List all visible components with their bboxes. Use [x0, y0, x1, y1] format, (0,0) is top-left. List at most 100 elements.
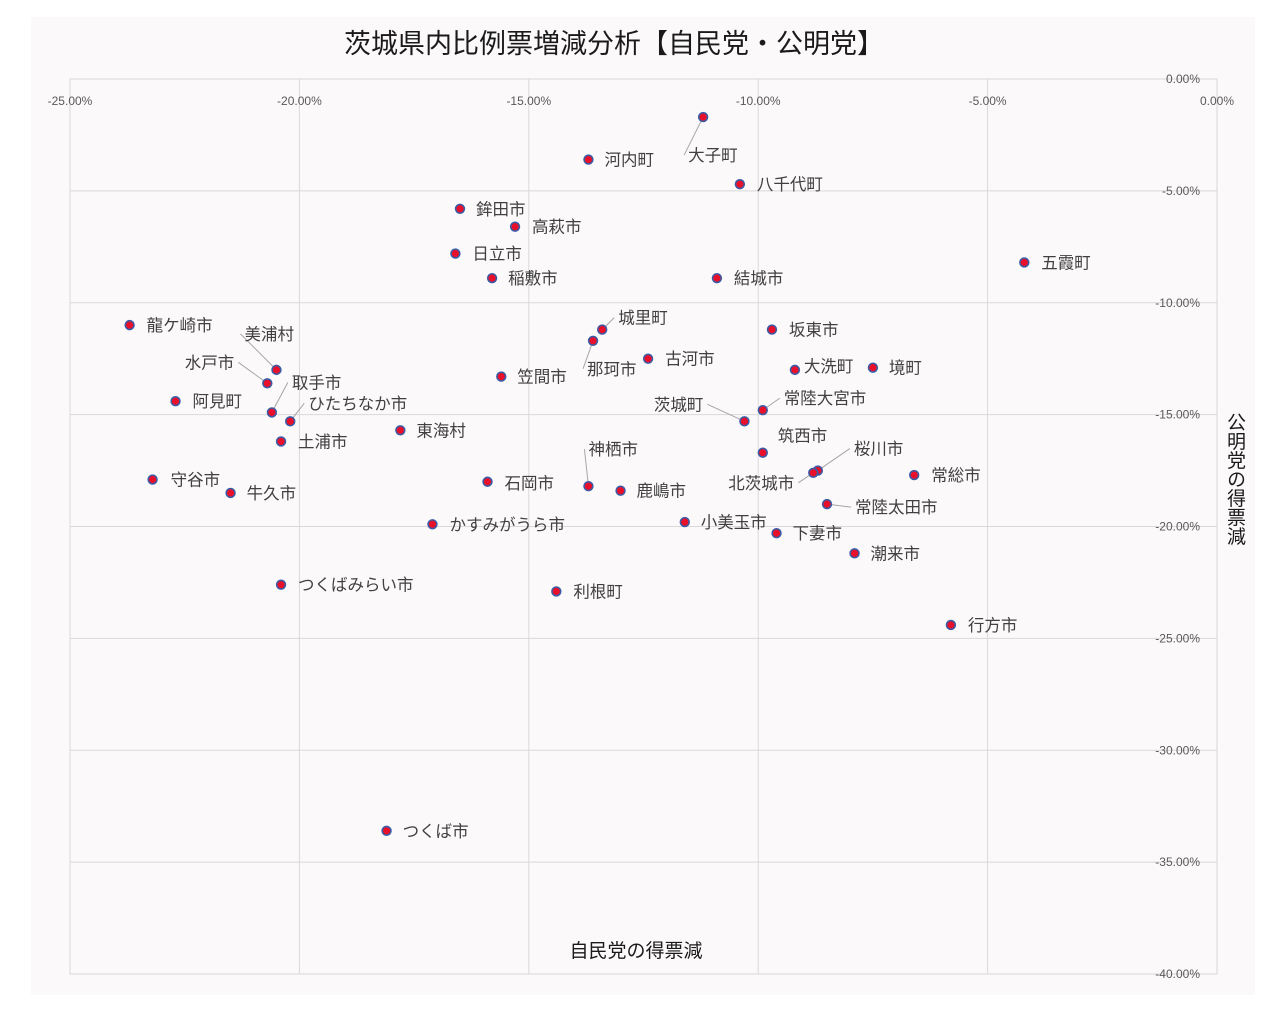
axis-ticks: -25.00% -20.00% -15.00% -10.00% -5.00% 0.00%0… [48, 72, 1235, 981]
leader-line [683, 116, 704, 156]
point-label: 城里町 [618, 309, 668, 328]
point-label: 守谷市 [171, 471, 221, 490]
scatter-point [679, 516, 690, 528]
scatter-point [496, 371, 507, 382]
scatter-point [766, 324, 778, 335]
point-label: 牛久市 [247, 484, 297, 503]
x-tick-label: -10.00% [736, 94, 781, 108]
scatter-chart: 茨城県内比例票増減分析【自民党・公明党】 -25.00% -20.00% -15.0… [48, 29, 1246, 981]
leader-line [817, 448, 851, 471]
point-label: 北茨城市 [728, 474, 794, 493]
x-tick-label: -20.00% [277, 94, 322, 108]
point-label: 桜川市 [854, 440, 904, 459]
chart-area: 茨城県内比例票増減分析【自民党・公明党】 -25.00% -20.00% -15.0… [31, 17, 1255, 995]
x-tick-label: -5.00% [969, 94, 1007, 108]
y-tick-label: -5.00% [1162, 184, 1200, 198]
point-label: 東海村 [416, 421, 466, 440]
scatter-point [454, 203, 466, 214]
x-tick-label: -15.00% [506, 94, 551, 108]
point-label: 行方市 [968, 616, 1018, 635]
scatter-point [271, 364, 282, 376]
scatter-point [509, 221, 521, 232]
data-points [124, 111, 1030, 836]
point-label: 常総市 [931, 466, 981, 485]
scatter-point [381, 825, 392, 836]
point-label: 美浦村 [244, 325, 294, 344]
leader-line [583, 449, 589, 487]
point-label: 小美玉市 [701, 513, 767, 532]
point-label: 土浦市 [298, 432, 348, 451]
point-label: 茨城町 [654, 395, 704, 414]
scatter-point [734, 178, 746, 190]
chart-title: 茨城県内比例票増減分析【自民党・公明党】 [344, 29, 884, 60]
x-axis-title: 自民党の得票減 [569, 940, 702, 962]
point-label: 利根町 [573, 582, 623, 601]
y-tick-label: -15.00% [1155, 408, 1200, 422]
scatter-point [583, 481, 594, 492]
x-tick-label: -25.00% [48, 94, 93, 108]
leader-line [271, 382, 289, 413]
scatter-point [395, 425, 406, 436]
point-label: 稲敷市 [508, 269, 558, 288]
scatter-point [587, 335, 599, 346]
scatter-point [615, 485, 626, 496]
x-tick-label: 0.00% [1200, 94, 1234, 108]
scatter-point [170, 396, 181, 407]
y-tick-label: 0.00% [1166, 72, 1200, 86]
leader-line [240, 333, 277, 371]
point-label: 八千代町 [757, 175, 823, 194]
point-label: 常陸太田市 [855, 498, 938, 517]
point-label: 結城市 [734, 269, 784, 288]
y-axis-title: 公明党の得票減 [1224, 413, 1246, 546]
point-label: 境町 [889, 359, 922, 378]
scatter-point [262, 378, 273, 389]
point-label: 阿見町 [193, 392, 243, 411]
scatter-point [450, 248, 461, 259]
scatter-point [697, 111, 709, 123]
point-label: ひたちなか市 [308, 394, 407, 413]
scatter-point [275, 579, 287, 590]
gridlines [69, 78, 1218, 975]
point-label: 水戸市 [185, 353, 235, 372]
leader-line [707, 403, 745, 422]
scatter-point [642, 353, 654, 364]
point-label: 大子町 [688, 146, 738, 165]
point-label: かすみがうら市 [449, 515, 565, 534]
scatter-point [147, 474, 158, 485]
point-label: 那珂市 [587, 360, 637, 379]
point-label: つくば市 [403, 822, 469, 841]
point-label: 坂東市 [789, 321, 839, 340]
scatter-point [771, 528, 782, 539]
scatter-point [482, 476, 493, 487]
y-tick-label: -10.00% [1155, 296, 1200, 310]
point-label: つくばみらい市 [298, 576, 414, 595]
point-label: 常陸大宮市 [784, 389, 867, 408]
y-tick-label: -25.00% [1155, 631, 1200, 645]
y-tick-label: -35.00% [1155, 855, 1200, 869]
leader-line [237, 361, 268, 384]
point-label: 鉾田市 [476, 200, 525, 219]
point-label: 大洗町 [804, 357, 854, 376]
scatter-point [285, 416, 296, 427]
scatter-point [789, 364, 801, 376]
scatter-point [266, 407, 278, 418]
point-label: 取手市 [292, 373, 342, 392]
scatter-point [808, 467, 819, 478]
scatter-point [757, 404, 768, 416]
scatter-point [427, 519, 438, 530]
scatter-point [551, 586, 562, 597]
point-label: 古河市 [665, 350, 715, 369]
scatter-point [821, 498, 833, 510]
scatter-point [711, 272, 723, 284]
y-tick-label: -20.00% [1155, 520, 1200, 534]
point-label: 笠間市 [517, 368, 567, 387]
point-label: 神栖市 [588, 440, 638, 459]
scatter-point [583, 154, 594, 165]
scatter-point [908, 469, 920, 481]
point-label: 高萩市 [532, 218, 582, 237]
point-label: 石岡市 [505, 474, 555, 493]
point-label: 日立市 [472, 245, 521, 264]
scatter-point [739, 416, 750, 427]
point-label: 下妻市 [793, 524, 843, 543]
